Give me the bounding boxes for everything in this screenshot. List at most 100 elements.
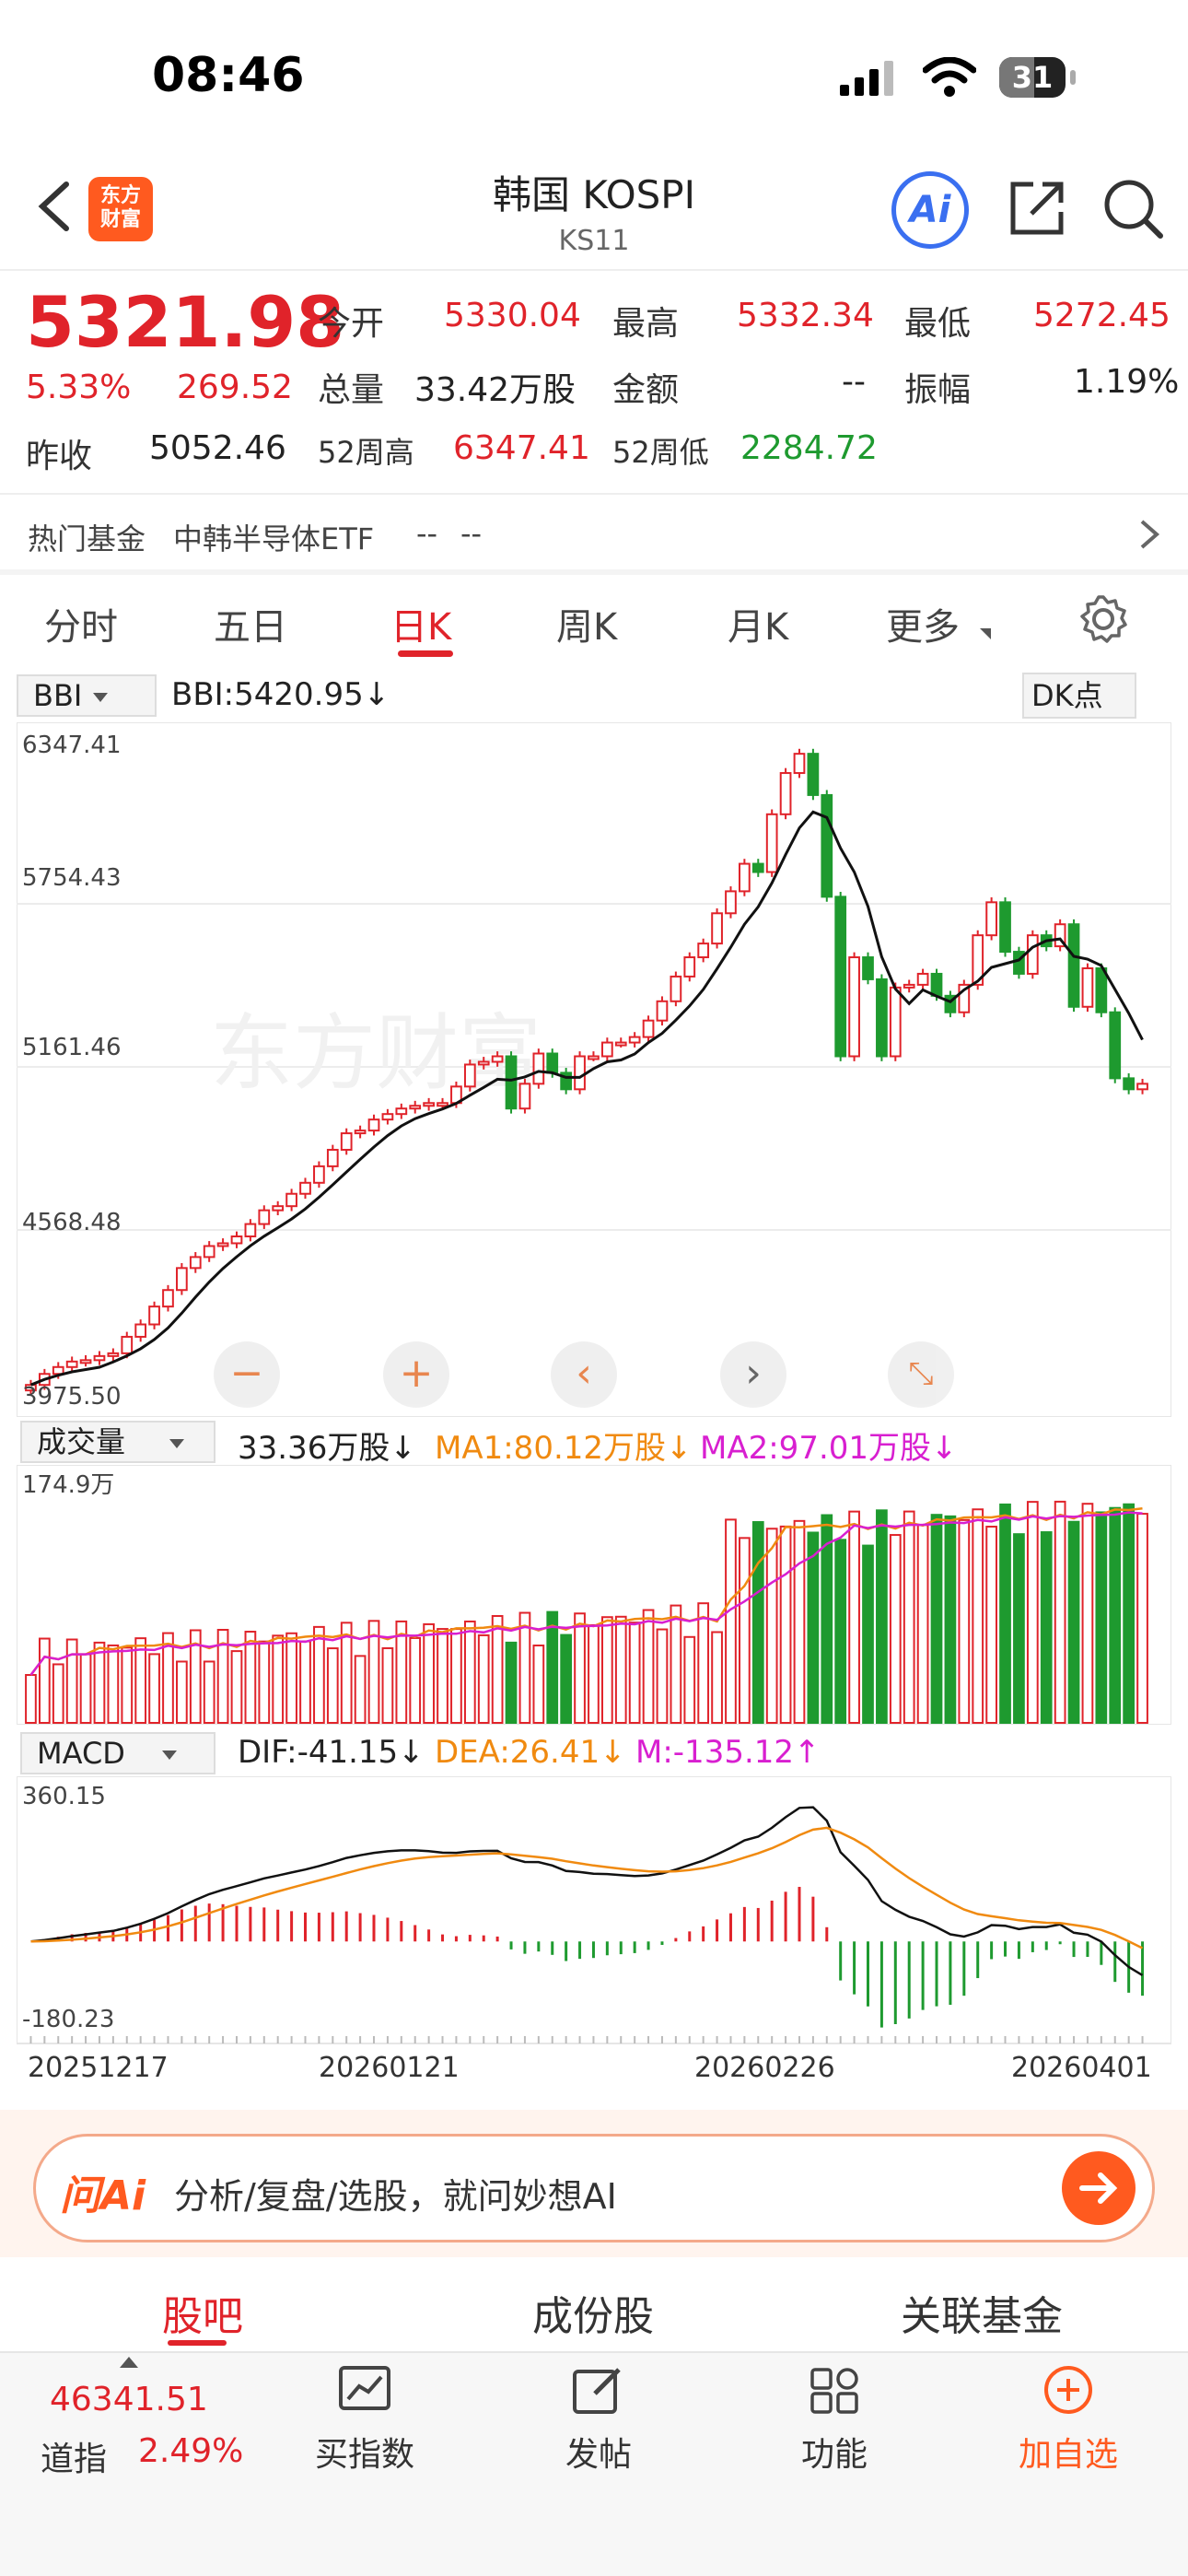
tab-intraday[interactable]: 分时: [44, 606, 118, 649]
ask-ai-input[interactable]: 问Ai 分析/复盘/选股，就问妙想AI: [33, 2134, 1155, 2242]
candle-body: [628, 1036, 641, 1044]
candle-body: [491, 1055, 504, 1063]
ai-assistant-button[interactable]: Ai: [891, 171, 969, 249]
price-label-3: 5161.46: [22, 1034, 122, 1061]
fullscreen-button[interactable]: ⤡: [888, 1341, 954, 1408]
tab-guba[interactable]: 股吧: [162, 2293, 243, 2340]
volume-bar: [258, 1640, 271, 1725]
dow-index-value[interactable]: 46341.51: [50, 2381, 208, 2418]
tab-more[interactable]: 更多: [886, 606, 960, 649]
candle-body: [52, 1365, 64, 1376]
candle-body: [765, 813, 778, 873]
ask-ai-send-button[interactable]: [1062, 2151, 1136, 2225]
volume-bar: [628, 1622, 641, 1725]
macd-axis-bottom: -180.23: [22, 2006, 114, 2033]
volume-bar: [203, 1660, 215, 1724]
dow-index-name[interactable]: 道指: [41, 2441, 108, 2478]
zoom-out-button[interactable]: −: [214, 1341, 280, 1408]
hot-fund-label: 热门基金: [28, 521, 146, 556]
post-button[interactable]: 发帖: [516, 2364, 681, 2476]
volume-bar: [518, 1611, 531, 1724]
candle-body: [1026, 934, 1039, 975]
add-watchlist-button[interactable]: 加自选: [985, 2364, 1151, 2476]
candle-body: [546, 1052, 559, 1074]
tab-constituents[interactable]: 成份股: [532, 2293, 654, 2340]
candle-body: [216, 1242, 229, 1247]
candle-body: [1136, 1083, 1148, 1091]
volume-bar: [834, 1539, 847, 1725]
volume-bar: [299, 1640, 311, 1724]
dow-index-change: 2.49%: [138, 2432, 244, 2470]
volume-bar: [189, 1629, 202, 1724]
settings-gear-icon[interactable]: [1077, 593, 1129, 645]
scroll-right-button[interactable]: ›: [720, 1341, 786, 1408]
macd-indicator-select[interactable]: MACD: [20, 1732, 215, 1774]
vol-ma2-label: MA2:97.01万股↓: [700, 1430, 958, 1467]
dropdown-arrow-icon: [161, 1751, 177, 1760]
share-icon[interactable]: [1006, 177, 1068, 240]
more-dropdown-icon: [980, 628, 991, 639]
macd-m-label: M:-135.12↑: [635, 1734, 821, 1771]
back-arrow-icon[interactable]: [35, 181, 72, 232]
volume-bar: [107, 1644, 120, 1724]
volume-bar: [326, 1647, 339, 1724]
volume-bar: [916, 1524, 929, 1724]
battery-tip: [1070, 70, 1076, 85]
volume-bar: [546, 1610, 559, 1724]
buy-index-button[interactable]: 买指数: [282, 2364, 448, 2476]
candle-body: [272, 1205, 285, 1212]
tab-five-day[interactable]: 五日: [214, 606, 287, 649]
volume-indicator-select[interactable]: 成交量: [20, 1421, 215, 1463]
candlestick-chart[interactable]: 东方财富 6347.41 5754.43 5161.46 4568.48 397…: [17, 722, 1171, 1417]
volume-bar: [1026, 1501, 1039, 1724]
tab-monthly-k[interactable]: 月K: [728, 606, 789, 649]
dropdown-arrow-icon: [93, 693, 109, 702]
candle-body: [821, 793, 833, 898]
candle-body: [134, 1323, 147, 1338]
tab-related-funds[interactable]: 关联基金: [901, 2293, 1063, 2340]
dk-point-button[interactable]: DK点: [1022, 673, 1136, 719]
volume-bar: [574, 1612, 586, 1724]
zoom-in-button[interactable]: +: [383, 1341, 449, 1408]
candle-body: [642, 1019, 655, 1038]
bbi-select-label: BBI: [33, 678, 83, 713]
volume-bar: [52, 1663, 64, 1724]
open-value: 5330.04: [444, 297, 581, 334]
candle-body: [258, 1209, 271, 1225]
volume-bar: [134, 1637, 147, 1725]
tab-weekly-k[interactable]: 周K: [556, 606, 618, 649]
candle-body: [916, 972, 929, 986]
macd-chart[interactable]: 360.15 -180.23 20251217 20260121 2026022…: [17, 1776, 1171, 2112]
functions-button[interactable]: 功能: [751, 2364, 917, 2476]
status-bar: 08:46 31: [0, 0, 1188, 157]
grid-apps-icon: [810, 2368, 858, 2414]
candle-body: [162, 1289, 174, 1308]
volume-bar: [642, 1609, 655, 1725]
amount-value: --: [842, 363, 866, 401]
candle-body: [779, 772, 792, 815]
candle-body: [683, 956, 696, 978]
ask-ai-placeholder: 分析/复盘/选股，就问妙想AI: [174, 2176, 617, 2217]
candle-body: [354, 1130, 367, 1135]
quote-divider: [0, 493, 1188, 495]
volume-label: 总量: [318, 371, 385, 409]
date-label-4: 20260401: [1011, 2052, 1152, 2084]
volume-bar: [491, 1615, 504, 1724]
volume-bar: [1040, 1531, 1053, 1724]
low-value: 5272.45: [1033, 297, 1171, 334]
search-icon[interactable]: [1101, 177, 1166, 241]
tab-daily-k[interactable]: 日K: [390, 606, 452, 649]
post-label: 发帖: [565, 2436, 632, 2474]
bbi-indicator-select[interactable]: BBI: [17, 674, 157, 717]
candle-body: [121, 1335, 134, 1354]
candle-body: [367, 1118, 380, 1132]
macd-dea-label: DEA:26.41↓: [435, 1734, 626, 1771]
candle-body: [381, 1113, 394, 1121]
volume-bar: [903, 1510, 915, 1725]
date-ticks: [29, 2036, 1144, 2043]
candle-body: [93, 1354, 106, 1362]
hot-fund-row[interactable]: 热门基金 中韩半导体ETF -- --: [0, 498, 1188, 569]
scroll-left-button[interactable]: ‹: [551, 1341, 617, 1408]
volume-chart[interactable]: 174.9万: [17, 1465, 1171, 1725]
price-label-2: 5754.43: [22, 864, 122, 892]
